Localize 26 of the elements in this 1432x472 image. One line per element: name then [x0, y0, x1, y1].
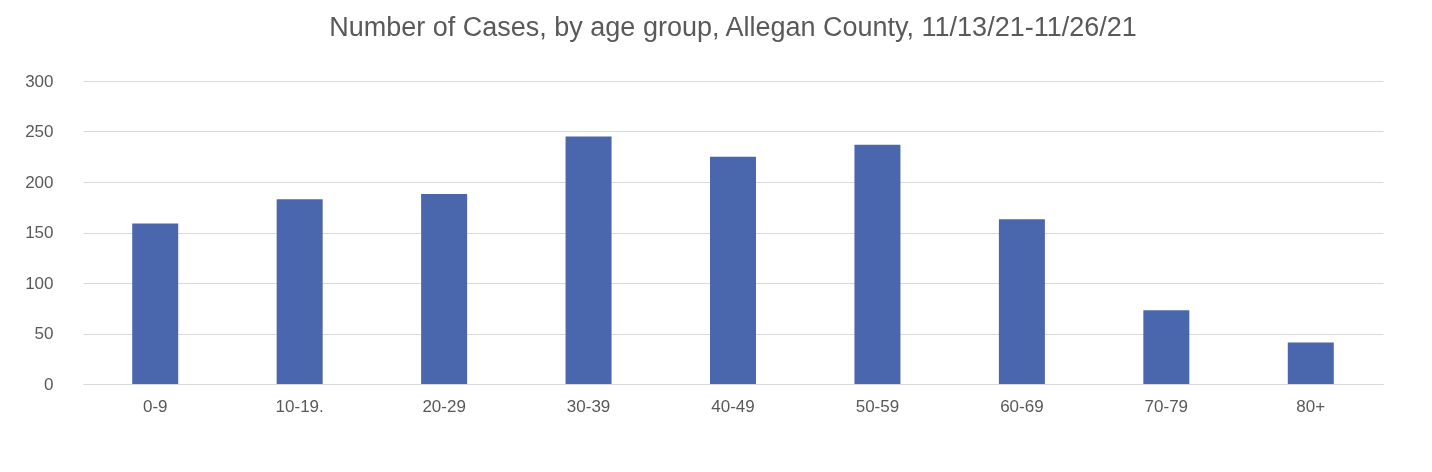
y-tick-label: 0: [44, 374, 54, 394]
bar: [1143, 310, 1190, 384]
y-tick-label: 200: [25, 172, 54, 192]
x-tick-label: 80+: [1296, 396, 1326, 416]
y-tick-label: 300: [25, 71, 54, 91]
x-tick-label: 60-69: [1000, 396, 1044, 416]
x-tick-label: 70-79: [1144, 396, 1189, 416]
bar: [132, 223, 179, 384]
chart-title: Number of Cases, by age group, Allegan County, 11/13/21-11/26/21: [329, 12, 1137, 42]
bar: [1287, 342, 1334, 384]
bar: [276, 199, 323, 384]
x-tick-label: 20-29: [422, 396, 466, 416]
bar: [421, 194, 468, 384]
bar: [854, 144, 901, 384]
x-tick-label: 30-39: [566, 396, 611, 416]
y-tick-label: 50: [34, 324, 54, 343]
x-tick-label: 10-19.: [275, 396, 324, 416]
y-tick-label: 100: [25, 273, 54, 293]
bar: [998, 219, 1045, 384]
bar: [565, 136, 612, 384]
x-tick-label: 50-59: [855, 396, 900, 416]
y-tick-label: 150: [25, 223, 54, 242]
x-tick-label: 40-49: [711, 396, 755, 416]
x-tick-label: 0-9: [142, 396, 168, 416]
bar: [710, 156, 756, 384]
y-tick-label: 250: [25, 122, 54, 141]
